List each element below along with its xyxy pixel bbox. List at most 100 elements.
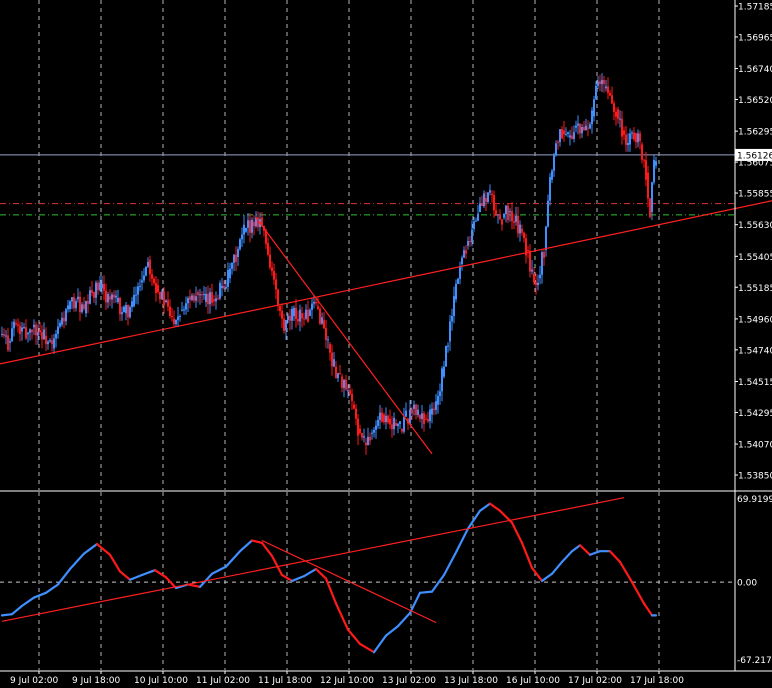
candle-body — [37, 332, 39, 336]
candle-body — [281, 310, 283, 319]
candle-body — [139, 285, 141, 287]
candle-body — [3, 333, 5, 336]
candle-body — [615, 111, 617, 117]
candle-body — [423, 413, 425, 424]
candle-body — [221, 285, 223, 288]
candle-body — [283, 318, 285, 331]
osc-line-segment — [618, 560, 634, 584]
candle-body — [73, 297, 75, 309]
candle-body — [353, 404, 355, 409]
candle-body — [225, 286, 227, 289]
candle-body — [219, 283, 221, 299]
candle-body — [123, 306, 125, 313]
osc-line-segment — [530, 566, 544, 583]
candle-body — [167, 300, 169, 307]
candle-body — [119, 297, 121, 315]
candle-body — [613, 103, 615, 112]
candle-body — [195, 296, 197, 301]
candle-body — [295, 307, 297, 319]
candle-body — [33, 324, 35, 328]
osc-line-segment — [140, 569, 157, 577]
y-tick-label: 1.54070 — [738, 441, 772, 451]
candle-body — [389, 418, 391, 425]
candle-body — [235, 254, 237, 262]
candle-body — [287, 315, 289, 321]
osc-line-segment — [346, 628, 362, 646]
candle-body — [85, 301, 87, 314]
osc-line-segment — [10, 604, 24, 616]
candle-body — [357, 418, 359, 436]
y-tick-label: 1.55185 — [738, 284, 772, 294]
candle-body — [323, 320, 325, 329]
candle-body — [625, 134, 627, 146]
candle-body — [83, 304, 85, 309]
candle-body — [465, 250, 467, 254]
y-tick-label: 1.53850 — [738, 472, 772, 482]
candle-body — [297, 318, 299, 322]
candle-body — [473, 221, 475, 229]
candle-body — [527, 249, 529, 251]
candle-body — [477, 213, 479, 221]
candle-body — [129, 307, 131, 318]
candle-body — [537, 282, 539, 286]
candle-body — [515, 215, 517, 222]
osc-line-segment — [630, 581, 646, 605]
candle-body — [651, 182, 653, 213]
candle-body — [291, 309, 293, 321]
candle-body — [639, 133, 641, 142]
candle-body — [507, 205, 509, 221]
candle-body — [501, 219, 503, 225]
candle-body — [61, 317, 63, 325]
candle-body — [109, 296, 111, 300]
candle-body — [29, 329, 31, 333]
y-tick-label: 1.55630 — [738, 221, 772, 231]
candle-body — [273, 271, 275, 280]
candle-body — [383, 414, 385, 423]
candle-body — [565, 133, 567, 135]
candle-body — [137, 286, 139, 295]
candle-body — [373, 429, 375, 433]
candle-body — [87, 301, 89, 304]
candle-body — [457, 278, 459, 284]
candle-body — [433, 408, 435, 410]
candle-body — [125, 305, 127, 314]
osc-line-segment — [442, 551, 458, 577]
candle-body — [289, 315, 291, 321]
candle-body — [135, 294, 137, 296]
osc-line-segment — [44, 583, 60, 594]
candle-body — [543, 252, 545, 259]
osc-line-segment — [324, 577, 338, 605]
candle-body — [653, 160, 655, 183]
candle-body — [313, 301, 315, 304]
candle-body — [187, 298, 189, 304]
candle-body — [207, 293, 209, 305]
candle-body — [371, 432, 373, 434]
x-tick-label: 11 Jul 18:00 — [258, 676, 312, 686]
candle-body — [479, 203, 481, 213]
y-tick-label: 1.55855 — [738, 190, 772, 200]
candle-body — [55, 333, 57, 339]
y-tick-label: 1.55405 — [738, 253, 772, 263]
osc-line-segment — [250, 539, 264, 544]
candle-body — [449, 321, 451, 342]
candle-body — [409, 409, 411, 424]
current-price-label: 1.56126 — [737, 151, 772, 161]
y-tick-label: 1.56965 — [738, 33, 772, 43]
candle-body — [267, 242, 269, 255]
candle-body — [45, 335, 47, 345]
candle-body — [575, 125, 577, 128]
candle-body — [593, 99, 595, 117]
candle-body — [599, 81, 601, 85]
candle-body — [303, 318, 305, 320]
candle-body — [643, 159, 645, 161]
candle-body — [435, 401, 437, 410]
candle-body — [577, 123, 579, 126]
oscillator-panel — [0, 497, 735, 654]
candle-body — [117, 297, 119, 303]
candle-body — [285, 320, 287, 331]
candle-body — [47, 341, 49, 345]
osc-line-segment — [454, 527, 470, 554]
candle-body — [91, 290, 93, 293]
